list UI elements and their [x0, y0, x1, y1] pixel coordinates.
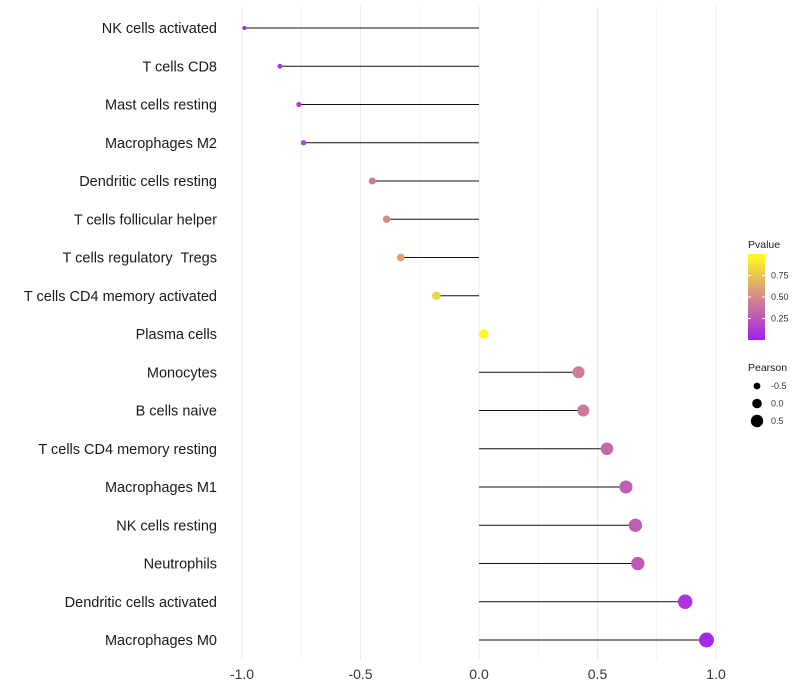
category-label: Monocytes: [147, 365, 217, 381]
size-legend-dot: [753, 382, 761, 390]
lollipop-dot: [699, 632, 715, 648]
lollipop-dot: [619, 480, 633, 494]
category-label: Dendritic cells activated: [65, 595, 217, 611]
category-label: Macrophages M0: [105, 633, 217, 649]
lollipop-dot: [296, 101, 302, 108]
size-legend-label: 0.0: [771, 399, 784, 409]
category-label: Mast cells resting: [105, 98, 217, 114]
category-label: Plasma cells: [136, 327, 217, 343]
lollipop-stems: [244, 27, 707, 641]
colorbar-tick-label: 0.75: [771, 271, 789, 281]
lollipop-dot: [300, 140, 307, 146]
category-label: Macrophages M2: [105, 136, 217, 152]
lollipop-dot: [600, 442, 614, 456]
lollipop-dot: [396, 253, 405, 262]
pvalue-legend: Pvalue 0.75 0.50 0.25: [748, 239, 789, 340]
lollipop-dot: [631, 556, 645, 571]
category-label: T cells CD4 memory activated: [24, 289, 217, 305]
colorbar-tick-label: 0.25: [771, 314, 789, 324]
pvalue-colorbar: [748, 254, 765, 340]
x-tick-label: -1.0: [230, 666, 254, 682]
lollipop-dot: [242, 25, 247, 31]
category-label: T cells CD4 memory resting: [38, 442, 217, 458]
lollipop-dot: [628, 518, 643, 532]
x-tick-label: 0.5: [588, 666, 608, 682]
pvalue-colorbar-ticks: 0.75 0.50 0.25: [748, 271, 789, 324]
x-tick-label: 0.0: [469, 666, 489, 682]
colorbar-tick-label: 0.50: [771, 292, 789, 302]
category-label: T cells CD8: [142, 59, 217, 75]
lollipop-dots: [242, 25, 715, 648]
pvalue-legend-title: Pvalue: [748, 239, 780, 251]
lollipop-dot: [368, 177, 376, 185]
x-tick-label: -0.5: [348, 666, 372, 682]
category-label: Macrophages M1: [105, 480, 217, 496]
category-label: NK cells activated: [102, 21, 217, 37]
size-legend-label: 0.5: [771, 416, 784, 426]
category-labels: NK cells activated T cells CD8 Mast cells …: [24, 21, 217, 649]
lollipop-dot: [577, 404, 590, 417]
lollipop-dot: [478, 329, 489, 339]
category-label: B cells naive: [136, 404, 217, 420]
lollipop-dot: [572, 366, 585, 379]
size-legend-dot: [750, 414, 764, 428]
lollipop-dot: [677, 594, 693, 609]
x-tick-label: 1.0: [706, 666, 726, 682]
category-label: Neutrophils: [144, 557, 217, 573]
x-axis-ticks: -1.0 -0.5 0.0 0.5 1.0: [230, 666, 726, 682]
lollipop-dot: [382, 215, 391, 223]
lollipop-dot: [432, 291, 441, 301]
category-label: T cells regulatory Tregs: [63, 251, 217, 267]
category-label: T cells follicular helper: [74, 212, 217, 228]
lollipop-dot: [277, 63, 283, 69]
pearson-legend-title: Pearson: [748, 362, 787, 374]
pearson-legend-entries: -0.5 0.0 0.5: [750, 381, 787, 428]
size-legend-label: -0.5: [771, 381, 787, 391]
size-legend-dot: [752, 398, 762, 409]
pearson-legend: Pearson -0.5 0.0 0.5: [748, 362, 787, 428]
category-label: Dendritic cells resting: [79, 174, 217, 190]
category-label: NK cells resting: [116, 518, 217, 534]
